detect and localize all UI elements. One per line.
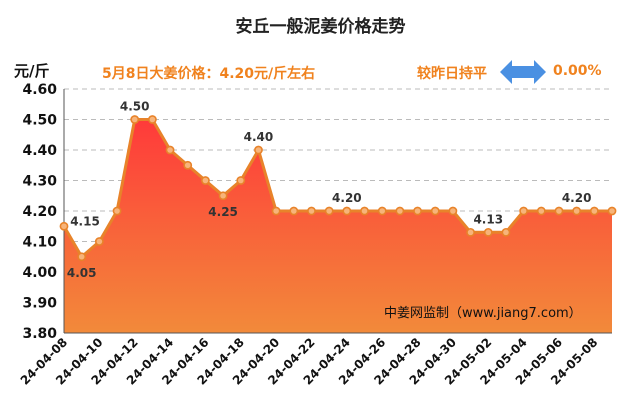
data-point bbox=[201, 176, 210, 185]
y-tick-label: 4.40 bbox=[22, 143, 57, 159]
change-percent: 0.00% bbox=[553, 63, 602, 79]
data-point bbox=[395, 206, 405, 216]
data-point bbox=[147, 115, 157, 124]
data-label: 4.15 bbox=[70, 214, 100, 228]
data-point bbox=[218, 191, 228, 201]
data-point bbox=[501, 227, 511, 237]
data-point bbox=[572, 206, 582, 216]
data-point bbox=[271, 206, 281, 216]
data-label: 4.20 bbox=[332, 191, 362, 205]
x-axis-ticks: 24-04-0824-04-1024-04-1224-04-1424-04-16… bbox=[18, 335, 601, 387]
data-point bbox=[430, 206, 440, 216]
unit-label: 元/斤 bbox=[14, 62, 50, 80]
data-point bbox=[466, 227, 475, 237]
data-point bbox=[77, 252, 87, 262]
data-point bbox=[483, 227, 493, 237]
data-label: 4.40 bbox=[244, 130, 274, 144]
y-tick-label: 3.90 bbox=[22, 296, 57, 312]
data-point bbox=[165, 145, 175, 155]
data-point bbox=[413, 206, 422, 216]
data-point bbox=[289, 206, 299, 216]
compare-label: 较昨日持平 bbox=[417, 66, 487, 82]
data-point bbox=[94, 237, 104, 246]
data-label: 4.13 bbox=[473, 212, 503, 226]
chart-title: 安丘一般泥姜价格走势 bbox=[235, 17, 406, 37]
data-point bbox=[448, 206, 458, 216]
data-label: 4.25 bbox=[208, 205, 238, 219]
data-point bbox=[607, 206, 617, 216]
watermark: 中姜网监制（www.jiang7.com） bbox=[384, 306, 582, 321]
y-tick-label: 4.30 bbox=[22, 174, 57, 190]
data-point bbox=[112, 206, 122, 216]
price-area bbox=[64, 119, 612, 333]
axes bbox=[63, 89, 612, 334]
data-point bbox=[360, 206, 369, 216]
y-tick-label: 4.10 bbox=[22, 235, 57, 251]
data-point bbox=[324, 206, 334, 216]
double-arrow-icon bbox=[500, 60, 546, 84]
y-tick-label: 3.80 bbox=[22, 326, 57, 342]
price-summary: 5月8日大姜价格：4.20元/斤左右 bbox=[102, 66, 316, 82]
data-point bbox=[536, 206, 546, 216]
data-label: 4.50 bbox=[120, 100, 150, 114]
data-markers bbox=[59, 115, 617, 262]
data-point bbox=[254, 145, 263, 155]
y-tick-label: 4.50 bbox=[22, 113, 57, 129]
data-label: 4.20 bbox=[562, 191, 592, 205]
y-tick-label: 4.00 bbox=[22, 265, 57, 281]
data-labels: 4.15 4.05 4.50 4.25 4.40 4.20 4.13 4.20 bbox=[67, 100, 592, 280]
data-point bbox=[130, 115, 140, 124]
data-point bbox=[589, 206, 599, 216]
y-tick-label: 4.60 bbox=[22, 82, 57, 98]
data-point bbox=[519, 206, 529, 216]
data-point bbox=[342, 206, 352, 216]
data-point bbox=[554, 206, 564, 216]
data-point bbox=[236, 176, 246, 185]
data-point bbox=[307, 206, 316, 216]
price-line bbox=[62, 118, 612, 259]
data-label: 4.05 bbox=[67, 266, 97, 280]
data-point bbox=[59, 221, 69, 231]
data-point bbox=[377, 206, 387, 216]
y-tick-label: 4.20 bbox=[22, 204, 57, 220]
data-point bbox=[183, 160, 193, 170]
y-axis-ticks: 4.60 4.50 4.40 4.30 4.20 4.10 4.00 3.90 3.80 bbox=[22, 82, 57, 342]
